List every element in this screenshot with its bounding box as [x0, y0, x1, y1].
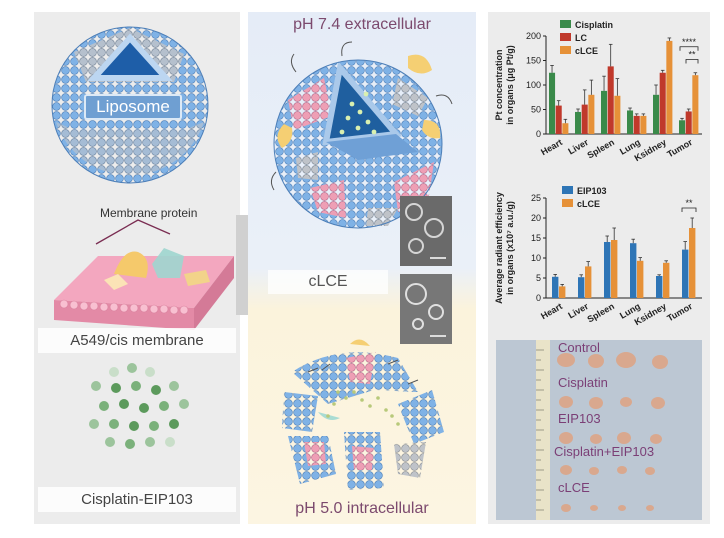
bar-clce-heart: [559, 286, 566, 298]
bar-lc-heart: [555, 105, 562, 134]
bar-clce-ksidney: [666, 40, 673, 134]
bar-eip103-liver: [578, 277, 585, 298]
legend-swatch-eip103: [562, 186, 573, 194]
y-tick-label: 150: [526, 56, 541, 66]
sem-micrograph-top: [400, 196, 452, 266]
bar-clce-liver: [588, 94, 595, 134]
liposome-label: Liposome: [84, 94, 182, 120]
bar-clce-tumor: [689, 228, 696, 298]
bar-lc-lung: [633, 115, 640, 134]
bar-clce-spleen: [611, 240, 618, 298]
photo-label-control: Control: [558, 340, 600, 355]
y-tick-label: 0: [536, 129, 541, 139]
bar-clce-lung: [640, 115, 647, 134]
y-tick-label: 5: [536, 273, 541, 283]
significance-bracket: [679, 46, 699, 51]
significance-bracket: [681, 207, 697, 212]
bar-cisplatin-heart: [549, 72, 556, 134]
bar-clce-heart: [562, 123, 569, 134]
bar-eip103-tumor: [682, 249, 689, 298]
photo-label-clce: cLCE: [558, 480, 590, 495]
significance-label: **: [688, 50, 696, 60]
bar-eip103-ksidney: [656, 276, 663, 298]
bar-cisplatin-lung: [627, 110, 634, 134]
legend-label-cisplatin: Cisplatin: [575, 20, 613, 30]
x-tick-label: Tumor: [665, 137, 694, 160]
bar-cisplatin-spleen: [601, 90, 608, 134]
bar-lc-ksidney: [659, 72, 666, 134]
top-ph-label: pH 7.4 extracellular: [293, 16, 431, 33]
bar-eip103-heart: [552, 276, 559, 298]
photo-label-eip103: EIP103: [558, 411, 601, 426]
legend-label-clce: cLCE: [577, 199, 600, 209]
photo-label-cisplatin-eip103: Cisplatin+EIP103: [554, 444, 655, 459]
bottom-ph-label: pH 5.0 intracellular: [295, 500, 429, 517]
x-tick-label: Heart: [539, 137, 564, 157]
tumor-photo-image: [536, 340, 668, 520]
disrupted-sphere: [282, 339, 444, 490]
y-tick-label: 15: [531, 233, 541, 243]
membrane-protein-shape: [114, 251, 148, 278]
y-tick-label: 25: [531, 193, 541, 203]
significance-label: **: [685, 198, 693, 208]
x-tick-label: Spleen: [585, 301, 616, 324]
middle-panel-illustration: [270, 41, 453, 490]
legend-label-clce: cLCE: [575, 46, 598, 56]
y-axis-label-line1: Average radiant efficiency: [494, 192, 504, 304]
bar-cisplatin-liver: [575, 111, 582, 134]
bar-clce-liver: [585, 266, 592, 298]
bar-clce-tumor: [692, 75, 699, 134]
bar-lc-tumor: [685, 111, 692, 134]
y-tick-label: 50: [531, 105, 541, 115]
tumor-photo: Control Cisplatin EIP103 Cisplatin+EIP10…: [496, 340, 702, 520]
photo-label-cisplatin: Cisplatin: [558, 375, 608, 390]
y-tick-label: 10: [531, 253, 541, 263]
legend-swatch-lc: [560, 33, 571, 41]
significance-bracket: [685, 59, 699, 64]
bar-clce-lung: [637, 260, 644, 298]
x-tick-label: Spleen: [585, 137, 616, 160]
x-tick-label: Tumor: [665, 301, 694, 324]
bar-eip103-lung: [630, 243, 637, 298]
legend-label-lc: LC: [575, 33, 587, 43]
membrane-label: A549/cis membrane: [38, 328, 236, 353]
y-tick-label: 0: [536, 293, 541, 303]
y-axis-label-line2: in organs (μg Pt/g): [505, 45, 515, 125]
radiant-efficiency-chart: 0 5 10 15 20 25 Average radiant efficiency in o…: [494, 186, 702, 327]
left-panel-illustration: [51, 26, 234, 449]
legend-swatch-clce: [560, 46, 571, 54]
drug-label: Cisplatin-EIP103: [38, 487, 236, 512]
bar-lc-spleen: [607, 66, 614, 134]
y-axis-label-line2: in organs (x10⁷ a.u./g): [505, 201, 515, 295]
drug-dots: [89, 363, 189, 449]
membrane-protein-label: Membrane protein: [100, 206, 198, 220]
bar-lc-liver: [581, 104, 588, 134]
bar-cisplatin-ksidney: [653, 94, 660, 134]
clce-label: cLCE: [268, 270, 388, 294]
y-tick-label: 20: [531, 213, 541, 223]
bar-clce-ksidney: [663, 262, 670, 298]
left-panel: Liposome Membrane protein A549/cis membr…: [34, 12, 240, 524]
legend-swatch-clce: [562, 199, 573, 207]
legend-swatch-cisplatin: [560, 20, 571, 28]
x-tick-label: Heart: [539, 301, 564, 321]
y-axis-label-line1: Pt concentration: [494, 49, 504, 120]
y-tick-label: 200: [526, 31, 541, 41]
bar-eip103-spleen: [604, 242, 611, 298]
sem-micrograph-bottom: [400, 274, 452, 344]
legend-label-eip103: EIP103: [577, 186, 607, 196]
y-tick-label: 100: [526, 80, 541, 90]
middle-panel: pH 7.4 extracellular cLCE pH 5.0 intrace…: [248, 12, 476, 524]
pt-concentration-chart: 0 50 100 150 200 Pt concentration in organs (μ…: [494, 20, 702, 163]
bar-clce-spleen: [614, 95, 621, 134]
bar-cisplatin-tumor: [679, 120, 686, 134]
significance-label: ****: [682, 37, 697, 47]
membrane-slab: [54, 219, 234, 330]
